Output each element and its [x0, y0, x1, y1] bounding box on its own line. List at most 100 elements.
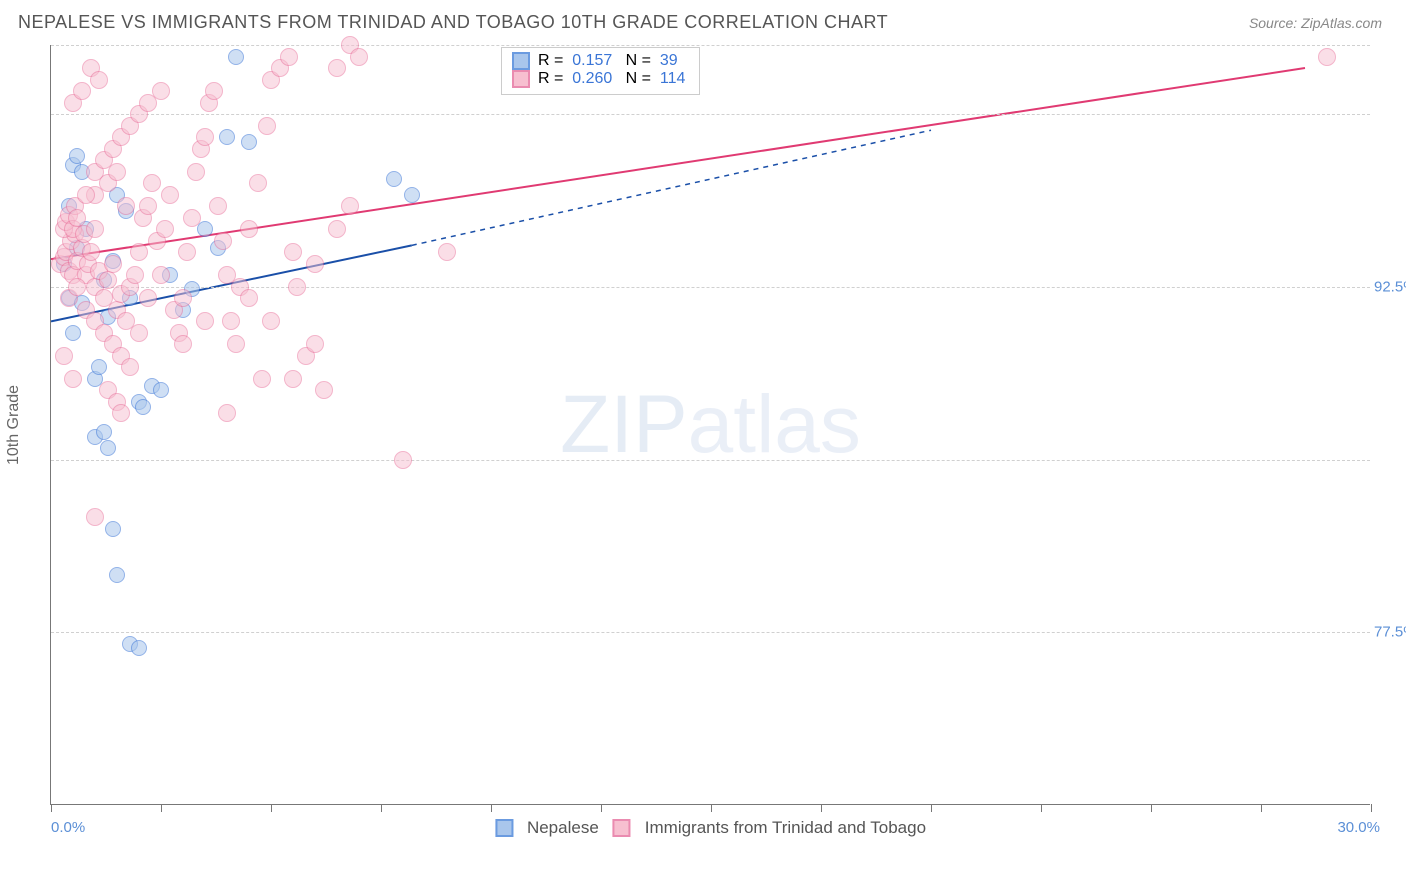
point-trinidad	[55, 347, 73, 365]
legend-label: Immigrants from Trinidad and Tobago	[645, 818, 926, 838]
point-nepalese	[241, 134, 257, 150]
point-nepalese	[153, 382, 169, 398]
xtick	[51, 804, 52, 812]
point-trinidad	[152, 266, 170, 284]
legend-label: Nepalese	[527, 818, 599, 838]
legend-swatch	[512, 52, 530, 70]
legend-swatch	[512, 70, 530, 88]
point-trinidad	[328, 59, 346, 77]
point-trinidad	[438, 243, 456, 261]
point-trinidad	[288, 278, 306, 296]
point-nepalese	[65, 325, 81, 341]
gridline	[51, 632, 1370, 633]
xtick	[1041, 804, 1042, 812]
point-trinidad	[143, 174, 161, 192]
gridline	[51, 114, 1370, 115]
point-trinidad	[77, 186, 95, 204]
xtick	[381, 804, 382, 812]
xtick	[1151, 804, 1152, 812]
point-nepalese	[109, 567, 125, 583]
point-trinidad	[174, 289, 192, 307]
legend-stat-row: R = 0.260 N = 114	[512, 70, 685, 88]
point-trinidad	[394, 451, 412, 469]
point-nepalese	[228, 49, 244, 65]
point-trinidad	[86, 220, 104, 238]
point-trinidad	[86, 508, 104, 526]
xaxis-max-label: 30.0%	[1337, 819, 1380, 836]
point-trinidad	[284, 370, 302, 388]
point-nepalese	[135, 399, 151, 415]
legend-swatch	[495, 819, 513, 837]
point-trinidad	[126, 266, 144, 284]
point-trinidad	[1318, 48, 1336, 66]
point-trinidad	[64, 370, 82, 388]
point-trinidad	[350, 48, 368, 66]
point-trinidad	[218, 404, 236, 422]
xtick	[931, 804, 932, 812]
point-trinidad	[249, 174, 267, 192]
point-nepalese	[219, 129, 235, 145]
point-nepalese	[96, 424, 112, 440]
legend-stats: R = 0.157 N = 39R = 0.260 N = 114	[501, 47, 700, 95]
legend-stat-row: R = 0.157 N = 39	[512, 52, 685, 70]
xtick	[271, 804, 272, 812]
trendlines-layer	[51, 45, 1371, 805]
point-trinidad	[187, 163, 205, 181]
point-trinidad	[306, 255, 324, 273]
point-trinidad	[209, 197, 227, 215]
point-trinidad	[117, 197, 135, 215]
gridline	[51, 45, 1370, 46]
legend-swatch	[613, 819, 631, 837]
xtick	[1261, 804, 1262, 812]
point-trinidad	[227, 335, 245, 353]
point-nepalese	[91, 359, 107, 375]
point-trinidad	[222, 312, 240, 330]
plot-area: ZIPatlas R = 0.157 N = 39R = 0.260 N = 1…	[50, 45, 1370, 805]
chart-source: Source: ZipAtlas.com	[1249, 15, 1382, 31]
point-trinidad	[205, 82, 223, 100]
chart-title: NEPALESE VS IMMIGRANTS FROM TRINIDAD AND…	[18, 12, 888, 33]
point-trinidad	[214, 232, 232, 250]
point-nepalese	[404, 187, 420, 203]
xtick	[711, 804, 712, 812]
xtick	[1371, 804, 1372, 812]
point-trinidad	[284, 243, 302, 261]
point-trinidad	[253, 370, 271, 388]
point-nepalese	[386, 171, 402, 187]
point-trinidad	[130, 324, 148, 342]
point-trinidad	[161, 186, 179, 204]
point-trinidad	[82, 243, 100, 261]
xtick	[601, 804, 602, 812]
point-trinidad	[121, 358, 139, 376]
yaxis-title: 10th Grade	[5, 385, 23, 465]
point-trinidad	[196, 312, 214, 330]
point-trinidad	[315, 381, 333, 399]
point-trinidad	[328, 220, 346, 238]
point-nepalese	[131, 640, 147, 656]
ytick-label: 77.5%	[1374, 624, 1406, 641]
point-trinidad	[73, 82, 91, 100]
point-trinidad	[262, 312, 280, 330]
xaxis-min-label: 0.0%	[51, 819, 85, 836]
point-trinidad	[174, 335, 192, 353]
watermark-bold: ZIP	[560, 379, 688, 470]
point-trinidad	[178, 243, 196, 261]
point-trinidad	[280, 48, 298, 66]
chart-header: NEPALESE VS IMMIGRANTS FROM TRINIDAD AND…	[0, 0, 1406, 41]
point-trinidad	[240, 220, 258, 238]
point-trinidad	[156, 220, 174, 238]
xtick	[821, 804, 822, 812]
point-trinidad	[68, 278, 86, 296]
point-trinidad	[196, 128, 214, 146]
point-trinidad	[112, 404, 130, 422]
point-trinidad	[139, 197, 157, 215]
point-trinidad	[130, 243, 148, 261]
point-trinidad	[152, 82, 170, 100]
xtick	[491, 804, 492, 812]
watermark-light: atlas	[688, 379, 861, 470]
watermark: ZIPatlas	[560, 378, 861, 472]
legend-series: Nepalese Immigrants from Trinidad and Tob…	[495, 818, 926, 838]
chart-area: 10th Grade ZIPatlas R = 0.157 N = 39R = …	[50, 45, 1386, 805]
point-trinidad	[90, 71, 108, 89]
gridline	[51, 460, 1370, 461]
